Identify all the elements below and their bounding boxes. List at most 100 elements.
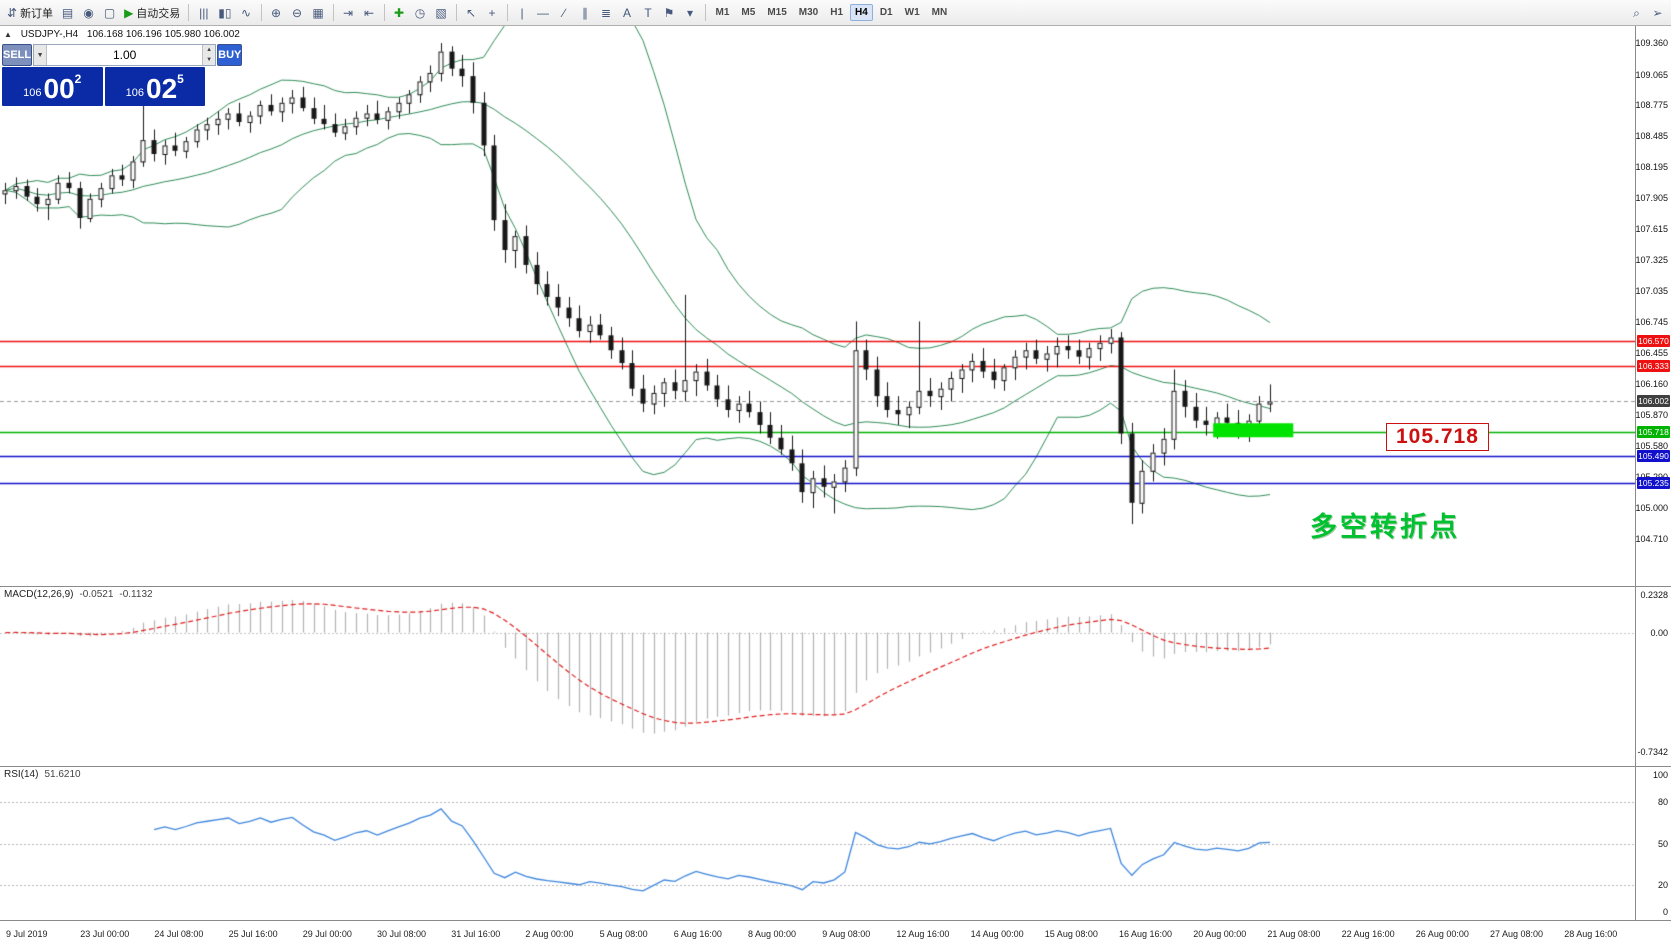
fibonacci-icon: ≣: [600, 5, 612, 20]
crosshair-button[interactable]: +: [482, 2, 503, 23]
bar-chart-button[interactable]: |||: [193, 2, 214, 23]
cursor-button[interactable]: ↖: [461, 2, 482, 23]
time-axis[interactable]: 9 Jul 2019 23 Jul 00:00 24 Jul 08:00 25 Jul…: [0, 920, 1671, 948]
timeframe-d1[interactable]: D1: [875, 4, 898, 21]
turning-point-note[interactable]: 多空转折点: [1310, 512, 1460, 542]
navigator-button[interactable]: ◉: [78, 2, 99, 23]
price-level-tag: 106.570: [1637, 334, 1670, 347]
templates-icon: ▧: [435, 5, 447, 20]
time-label: 9 Aug 08:00: [822, 929, 871, 939]
time-label: 8 Aug 00:00: [748, 929, 797, 939]
time-label: 28 Aug 16:00: [1564, 929, 1618, 939]
buy-price-prefix: 106: [125, 87, 144, 99]
buy-price-display[interactable]: 106 02 5: [104, 67, 205, 106]
price-axis-label: 109.065: [1635, 69, 1668, 80]
line-chart-icon: ∿: [240, 5, 252, 20]
macd-canvas[interactable]: [0, 587, 1635, 766]
rsi-axis-label: 0: [1662, 907, 1668, 917]
time-label: 9 Jul 2019: [6, 929, 48, 939]
tile-windows-icon: ▦: [312, 5, 324, 20]
sell-price-main: 00: [43, 73, 75, 104]
indicators-icon: ✚: [393, 5, 405, 20]
volume-dropdown-icon[interactable]: ▼: [34, 45, 48, 65]
macd-axis-label: 0.2328: [1640, 589, 1668, 600]
new-order-button[interactable]: ⇵ 新订单: [3, 2, 57, 23]
rsi-name: RSI(14): [4, 769, 39, 780]
price-axis-label: 108.485: [1635, 131, 1668, 142]
timeframe-m5[interactable]: M5: [736, 4, 760, 21]
zoom-in-button[interactable]: ⊕: [266, 2, 287, 23]
market-watch-button[interactable]: ▤: [57, 2, 78, 23]
sell-price-display[interactable]: 106 00 2: [2, 67, 103, 106]
timeframe-m15[interactable]: M15: [762, 4, 791, 21]
new-order-button-label: 新订单: [20, 7, 54, 20]
search-icon: ⌕: [1633, 5, 1640, 20]
buy-button[interactable]: BUY: [217, 44, 243, 66]
macd-axis-label: -0.7342: [1637, 747, 1668, 758]
rsi-canvas[interactable]: [0, 767, 1635, 920]
time-label: 24 Jul 08:00: [154, 929, 204, 939]
label-icon: T: [644, 5, 652, 20]
zoom-out-button[interactable]: ⊖: [287, 2, 308, 23]
toolbar-separator: [332, 4, 334, 21]
market-watch-icon: ▤: [61, 5, 74, 20]
volume-down-icon[interactable]: ▼: [206, 57, 213, 63]
cursor-icon: ↖: [465, 5, 477, 20]
search-button[interactable]: ⌕: [1626, 2, 1647, 23]
line-chart-button[interactable]: ∿: [236, 2, 257, 23]
timeframe-h4[interactable]: H4: [850, 4, 873, 21]
indicators-button[interactable]: ✚: [389, 2, 410, 23]
terminal-button[interactable]: ▢: [99, 2, 120, 23]
trendline-button[interactable]: ∕: [554, 2, 575, 23]
macd-signal-value: -0.1132: [119, 589, 153, 600]
tile-windows-button[interactable]: ▦: [308, 2, 329, 23]
crosshair-icon: +: [488, 5, 496, 20]
ohlc-readout: 106.168 106.196 105.980 106.002: [86, 29, 240, 40]
price-axis-label: 105.870: [1635, 410, 1668, 421]
collapse-arrow-icon[interactable]: ▲: [4, 30, 12, 39]
help-pointer-button[interactable]: ➢: [1647, 2, 1668, 23]
text-button[interactable]: A: [617, 2, 638, 23]
volume-input[interactable]: [47, 45, 203, 65]
rsi-axis-label: 20: [1657, 879, 1668, 890]
equidistant-channel-button[interactable]: ∥: [575, 2, 596, 23]
buy-price-pip: 5: [177, 72, 184, 86]
price-level-tag: 105.235: [1637, 477, 1670, 490]
volume-up-icon[interactable]: ▲: [206, 47, 213, 53]
periods-button[interactable]: ◷: [410, 2, 431, 23]
timeframe-mn[interactable]: MN: [927, 4, 953, 21]
rsi-axis[interactable]: 100 80 50 20 0: [1635, 767, 1671, 920]
symbol-label: USDJPY-,H4: [20, 29, 79, 40]
vertical-line-button[interactable]: |: [512, 2, 533, 23]
toolbar-separator: [506, 4, 508, 21]
label-button[interactable]: T: [638, 2, 659, 23]
autotrading-button[interactable]: ▶ 自动交易: [120, 2, 184, 23]
fibonacci-button[interactable]: ≣: [596, 2, 617, 23]
time-label: 6 Aug 16:00: [673, 929, 722, 939]
price-axis[interactable]: 109.360 109.065 108.775 108.485 108.195 107.9…: [1635, 26, 1671, 586]
chart-shift-button[interactable]: ⇤: [359, 2, 380, 23]
auto-scroll-button[interactable]: ⇥: [338, 2, 359, 23]
time-label: 29 Jul 00:00: [302, 929, 352, 939]
buy-price-main: 02: [146, 73, 178, 104]
auto-scroll-icon: ⇥: [342, 5, 354, 20]
timeframe-w1[interactable]: W1: [900, 4, 925, 21]
sell-button[interactable]: SELL: [2, 44, 33, 66]
timeframe-h1[interactable]: H1: [825, 4, 848, 21]
price-callout-label[interactable]: 105.718: [1386, 423, 1489, 451]
horizontal-line-button[interactable]: —: [533, 2, 554, 23]
price-chart-canvas[interactable]: [0, 26, 1635, 586]
candlestick-chart-button[interactable]: ▮▯: [214, 2, 235, 23]
toolbar-separator: [704, 4, 706, 21]
vertical-line-icon: |: [520, 5, 524, 20]
navigator-icon: ◉: [83, 5, 94, 20]
toolbar-separator: [188, 4, 190, 21]
templates-button[interactable]: ▧: [431, 2, 452, 23]
volume-spinner: ▲ ▼: [202, 45, 216, 65]
arrows-button[interactable]: ⚑: [659, 2, 680, 23]
timeframe-m30[interactable]: M30: [794, 4, 823, 21]
timeframe-m1[interactable]: M1: [711, 4, 735, 21]
macd-axis[interactable]: 0.2328 0.00 -0.7342: [1635, 587, 1671, 766]
arrows-dropdown[interactable]: ▾: [680, 2, 701, 23]
volume-control: ▼ ▲ ▼: [33, 44, 217, 66]
